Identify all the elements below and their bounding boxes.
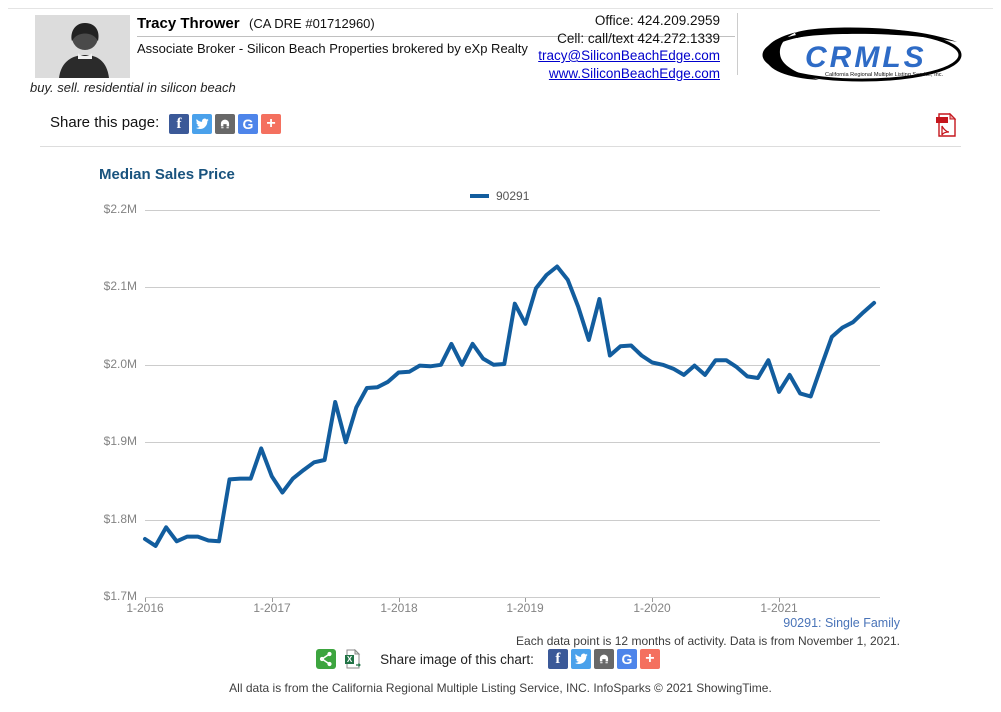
- cell-phone: Cell: call/text 424.272.1339: [557, 30, 720, 46]
- share-chart-label: Share image of this chart:: [380, 651, 534, 667]
- series-note: 90291: Single Family: [783, 616, 900, 630]
- y-axis-label: $2.0M: [103, 357, 137, 371]
- agent-role: Associate Broker - Silicon Beach Propert…: [137, 41, 528, 56]
- crmls-logo-icon: CRMLS California Regional Multiple Listi…: [762, 27, 962, 82]
- gridline: [145, 210, 880, 211]
- x-axis-label: 1-2018: [380, 601, 418, 615]
- share-more-icon[interactable]: +: [639, 649, 660, 669]
- x-axis-line: [145, 597, 880, 598]
- x-axis-label: 1-2019: [506, 601, 544, 615]
- svg-text:X: X: [347, 655, 353, 664]
- x-axis-tick: [652, 598, 653, 602]
- x-axis-label: 1-2016: [126, 601, 164, 615]
- twitter-icon[interactable]: [192, 114, 212, 134]
- price-line: [143, 264, 877, 548]
- data-note: Each data point is 12 months of activity…: [516, 634, 900, 648]
- share-page-icons: f G +: [169, 114, 281, 134]
- legend-label: 90291: [496, 189, 530, 203]
- person-silhouette-icon: [35, 15, 130, 78]
- page-top-border: [8, 8, 993, 9]
- agent-tagline: buy. sell. residential in silicon beach: [30, 80, 236, 95]
- gridline: [145, 520, 880, 521]
- share-chart-icons: f G +: [547, 649, 660, 669]
- share-chart-row: X Share image of this chart: f G +: [0, 648, 1001, 669]
- chart-notes: 90291: Single Family Each data point is …: [500, 616, 900, 648]
- x-axis-tick: [272, 598, 273, 602]
- crmls-logo: CRMLS California Regional Multiple Listi…: [761, 26, 963, 84]
- x-axis-label: 1-2021: [760, 601, 798, 615]
- header-divider: [737, 13, 738, 75]
- share-page-label: Share this page:: [50, 114, 160, 131]
- footer-text: All data is from the California Regional…: [229, 681, 772, 695]
- y-axis-label: $1.9M: [103, 434, 137, 448]
- agent-name: Tracy Thrower: [137, 15, 240, 32]
- x-axis-label: 1-2017: [253, 601, 291, 615]
- y-axis-label: $1.7M: [103, 589, 137, 603]
- agent-photo: [35, 15, 130, 78]
- crmls-caption: California Regional Multiple Listing Ser…: [825, 72, 944, 78]
- gridline: [145, 365, 880, 366]
- agent-license: (CA DRE #01712960): [249, 16, 375, 31]
- agent-name-row: Tracy Thrower (CA DRE #01712960): [137, 15, 735, 37]
- y-axis-label: $1.8M: [103, 512, 137, 526]
- facebook-icon[interactable]: f: [547, 649, 568, 669]
- svg-text:CRMLS: CRMLS: [805, 41, 927, 74]
- google-icon[interactable]: G: [616, 649, 637, 669]
- chart-legend: 90291: [470, 189, 529, 203]
- share-more-icon[interactable]: +: [261, 114, 281, 134]
- share-button[interactable]: [316, 649, 337, 669]
- y-axis-label: $2.2M: [103, 202, 137, 216]
- gridline: [145, 287, 880, 288]
- x-axis-tick: [399, 598, 400, 602]
- x-axis-label: 1-2020: [633, 601, 671, 615]
- email-link[interactable]: tracy@SiliconBeachEdge.com: [538, 48, 720, 63]
- legend-swatch: [470, 194, 489, 198]
- print-icon[interactable]: [215, 114, 235, 134]
- x-axis-tick: [145, 598, 146, 602]
- twitter-icon[interactable]: [570, 649, 591, 669]
- google-icon[interactable]: G: [238, 114, 258, 134]
- section-divider: [40, 146, 961, 147]
- agent-name-block: Tracy Thrower (CA DRE #01712960) Associa…: [137, 15, 735, 56]
- x-axis-tick: [525, 598, 526, 602]
- website-link[interactable]: www.SiliconBeachEdge.com: [548, 65, 720, 81]
- x-axis-tick: [779, 598, 780, 602]
- y-axis-label: $2.1M: [103, 279, 137, 293]
- pdf-export-button[interactable]: [934, 112, 958, 138]
- excel-download-icon[interactable]: X: [342, 648, 362, 669]
- facebook-icon[interactable]: f: [169, 114, 189, 134]
- contact-block: Office: 424.209.2959 Cell: call/text 424…: [420, 12, 720, 82]
- chart-title: Median Sales Price: [99, 166, 235, 183]
- office-phone: Office: 424.209.2959: [594, 13, 720, 28]
- gridline: [145, 442, 880, 443]
- print-icon[interactable]: [593, 649, 614, 669]
